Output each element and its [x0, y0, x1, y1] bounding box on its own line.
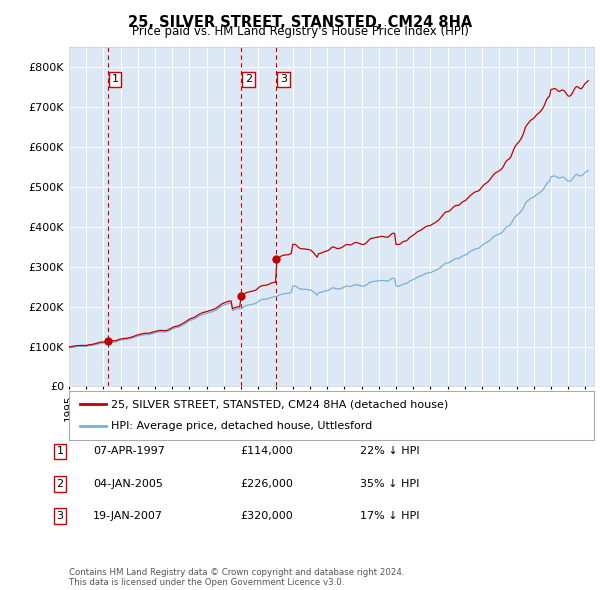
Text: 1: 1 [112, 74, 118, 84]
Text: £226,000: £226,000 [240, 479, 293, 489]
Text: 3: 3 [56, 512, 64, 521]
Text: Price paid vs. HM Land Registry's House Price Index (HPI): Price paid vs. HM Land Registry's House … [131, 25, 469, 38]
Text: £114,000: £114,000 [240, 447, 293, 456]
Text: 22% ↓ HPI: 22% ↓ HPI [360, 447, 419, 456]
Text: 2: 2 [245, 74, 252, 84]
Text: 25, SILVER STREET, STANSTED, CM24 8HA (detached house): 25, SILVER STREET, STANSTED, CM24 8HA (d… [111, 399, 448, 409]
Text: 19-JAN-2007: 19-JAN-2007 [93, 512, 163, 521]
Text: 1: 1 [56, 447, 64, 456]
Text: 04-JAN-2005: 04-JAN-2005 [93, 479, 163, 489]
Text: 17% ↓ HPI: 17% ↓ HPI [360, 512, 419, 521]
Text: 2: 2 [56, 479, 64, 489]
Text: 3: 3 [280, 74, 287, 84]
Text: 35% ↓ HPI: 35% ↓ HPI [360, 479, 419, 489]
Text: 07-APR-1997: 07-APR-1997 [93, 447, 165, 456]
Text: 25, SILVER STREET, STANSTED, CM24 8HA: 25, SILVER STREET, STANSTED, CM24 8HA [128, 15, 472, 30]
Text: £320,000: £320,000 [240, 512, 293, 521]
Text: HPI: Average price, detached house, Uttlesford: HPI: Average price, detached house, Uttl… [111, 421, 372, 431]
Text: Contains HM Land Registry data © Crown copyright and database right 2024.
This d: Contains HM Land Registry data © Crown c… [69, 568, 404, 587]
